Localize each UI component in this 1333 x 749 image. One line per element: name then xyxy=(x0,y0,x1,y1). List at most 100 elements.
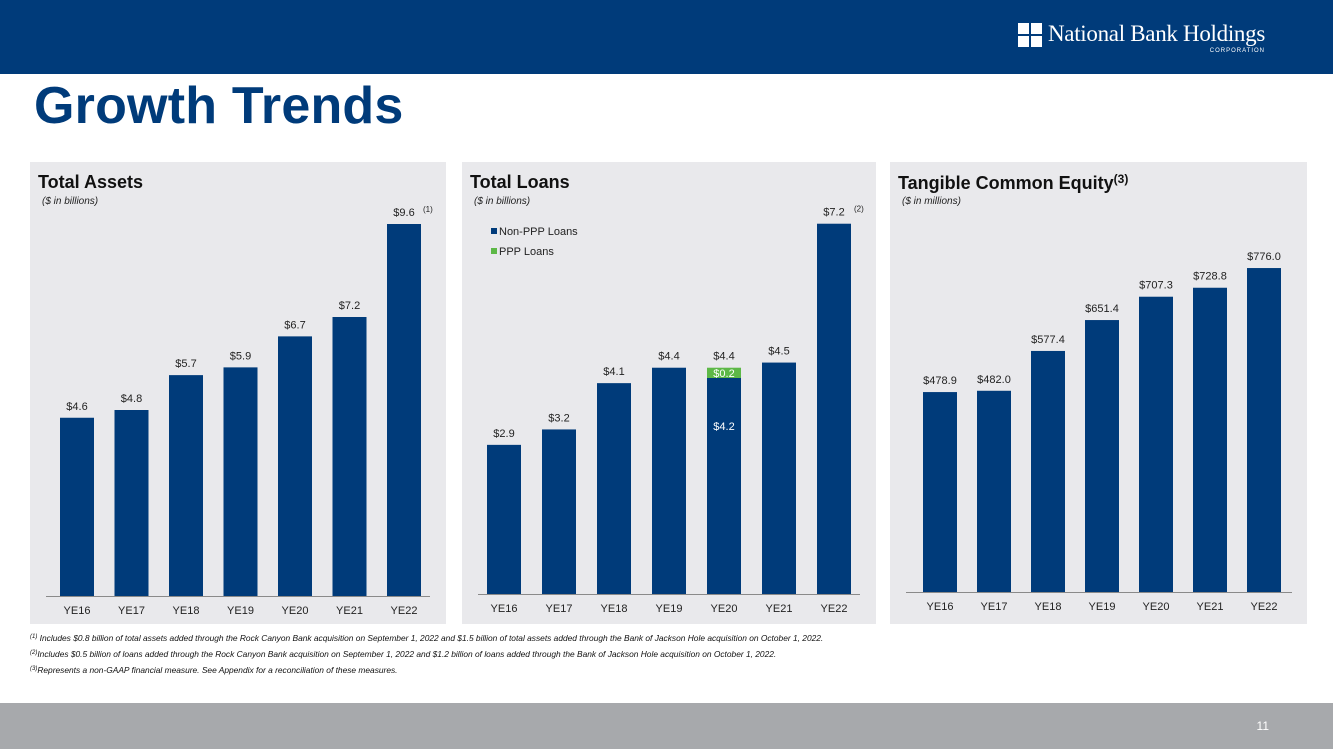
bar-total-label: $4.4 xyxy=(658,351,679,363)
bar-total-label: $2.9 xyxy=(493,428,514,440)
x-tick-label: YE20 xyxy=(711,603,738,615)
bar-value-label: $7.2 xyxy=(339,300,360,312)
x-tick-label: YE18 xyxy=(1035,601,1062,613)
chart-unit-label: ($ in billions) xyxy=(42,196,99,207)
header-bar: National Bank Holdings CORPORATION xyxy=(0,0,1333,74)
bar-non-ppp-loans-ye17 xyxy=(542,429,576,594)
page-number: 11 xyxy=(1256,719,1269,733)
segment-label-ppp: $0.2 xyxy=(713,368,734,380)
x-tick-label: YE18 xyxy=(173,605,200,617)
x-tick-label: YE21 xyxy=(1197,601,1224,613)
x-tick-label: YE19 xyxy=(656,603,683,615)
x-tick-label: YE19 xyxy=(1089,601,1116,613)
x-tick-label: YE18 xyxy=(601,603,628,615)
x-tick-label: YE22 xyxy=(821,603,848,615)
bar-ye16 xyxy=(60,417,94,596)
footnote-3: (3)Represents a non-GAAP financial measu… xyxy=(30,662,823,678)
x-tick-label: YE20 xyxy=(1143,601,1170,613)
brand-subtitle: CORPORATION xyxy=(1209,48,1265,54)
bar-non-ppp-loans-ye19 xyxy=(652,367,686,594)
bar-ye21 xyxy=(332,317,367,596)
x-tick-label: YE16 xyxy=(491,603,518,615)
bar-non-ppp-loans-ye18 xyxy=(597,383,631,594)
footnote-1: (1) Includes $0.8 billion of total asset… xyxy=(30,630,823,646)
bar-value-label: $728.8 xyxy=(1193,271,1227,283)
x-tick-label: YE21 xyxy=(336,605,363,617)
footnotes: (1) Includes $0.8 billion of total asset… xyxy=(30,630,823,678)
x-tick-label: YE19 xyxy=(227,605,254,617)
bar-ye22 xyxy=(1247,268,1281,592)
x-tick-label: YE22 xyxy=(391,605,418,617)
footnote-text: Represents a non-GAAP financial measure.… xyxy=(37,665,398,675)
footnote-annotation: (1) xyxy=(423,205,433,214)
x-tick-label: YE17 xyxy=(546,603,573,615)
legend-swatch xyxy=(491,248,497,254)
x-tick-label: YE21 xyxy=(766,603,793,615)
chart-title: Tangible Common Equity(3) xyxy=(898,172,1128,194)
bar-value-label: $4.8 xyxy=(121,393,142,405)
footnote-mark: (2) xyxy=(30,650,38,656)
total-assets-chart: YE16 $4.6 YE17 $4.8 YE18 $5.7 YE19 $5.9 YE20 $6.7… xyxy=(46,205,433,617)
footnote-annotation: (2) xyxy=(854,205,864,214)
x-tick-label: YE16 xyxy=(927,601,954,613)
footnote-2: (2)Includes $0.5 billion of loans added … xyxy=(30,646,823,662)
bar-value-label: $707.3 xyxy=(1139,280,1173,292)
x-tick-label: YE16 xyxy=(64,605,91,617)
chart-title-footnote-mark: (3) xyxy=(1113,172,1129,186)
footnote-text: Includes $0.8 billion of total assets ad… xyxy=(37,633,824,643)
brand-logo: National Bank Holdings CORPORATION xyxy=(1018,21,1265,54)
legend-label: Non-PPP Loans xyxy=(499,226,578,238)
bar-value-label: $6.7 xyxy=(284,319,305,331)
bar-total-label: $4.4 xyxy=(713,351,734,363)
x-tick-label: YE17 xyxy=(118,605,145,617)
total-loans-chart: YE16 $2.9 YE17 $3.2 YE18 $4.1 YE19 $4.4 YE20 $4.4… xyxy=(478,205,864,615)
bar-total-label: $3.2 xyxy=(548,412,569,424)
bar-value-label: $577.4 xyxy=(1031,334,1065,346)
x-tick-label: YE22 xyxy=(1251,601,1278,613)
bar-value-label: $776.0 xyxy=(1247,251,1281,263)
chart-unit-label: ($ in millions) xyxy=(902,196,961,207)
panel-total-assets: Total Assets ($ in billions) YE16 $4.6 YE1… xyxy=(30,162,446,624)
footnote-mark: (1) xyxy=(30,634,38,640)
bar-ye18 xyxy=(1031,350,1065,592)
bar-ye20 xyxy=(278,336,312,596)
bar-non-ppp-loans-ye16 xyxy=(487,444,521,594)
chart-title-text: Tangible Common Equity xyxy=(898,173,1114,193)
bar-ye16 xyxy=(923,392,957,592)
bar-ye19 xyxy=(1085,320,1119,592)
footer-bar: 11 xyxy=(0,703,1333,749)
chart-unit-label: ($ in billions) xyxy=(474,196,531,207)
bar-non-ppp-loans-ye20 xyxy=(707,378,741,594)
chart-title: Total Assets xyxy=(38,172,144,192)
bar-value-label: $4.6 xyxy=(66,401,87,413)
bar-ye17 xyxy=(977,390,1011,592)
bar-non-ppp-loans-ye22 xyxy=(817,223,851,594)
bar-ye19 xyxy=(223,367,258,596)
bar-value-label: $478.9 xyxy=(923,375,957,387)
bar-ye22 xyxy=(387,224,421,596)
bar-ye20 xyxy=(1139,296,1173,592)
bar-ye18 xyxy=(169,375,203,596)
bar-ye21 xyxy=(1193,287,1227,592)
legend-swatch xyxy=(491,228,497,234)
bar-value-label: $5.9 xyxy=(230,350,251,362)
bar-total-label: $4.5 xyxy=(768,346,789,358)
bar-value-label: $5.7 xyxy=(175,358,196,370)
x-tick-label: YE20 xyxy=(282,605,309,617)
panel-total-loans: Total Loans ($ in billions) YE16 $2.9 YE17… xyxy=(462,162,876,624)
brand-name: National Bank Holdings xyxy=(1048,21,1265,46)
bar-value-label: $482.0 xyxy=(977,374,1011,386)
panel-tangible-common-equity: Tangible Common Equity(3) ($ in millions… xyxy=(890,162,1307,624)
segment-label-non-ppp: $4.2 xyxy=(713,421,734,433)
bar-value-label: $651.4 xyxy=(1085,303,1119,315)
x-tick-label: YE17 xyxy=(981,601,1008,613)
bar-value-label: $9.6 xyxy=(393,207,414,219)
bar-non-ppp-loans-ye21 xyxy=(762,362,796,594)
logo-squares-icon xyxy=(1018,23,1042,47)
bar-ye17 xyxy=(114,410,149,596)
legend-label: PPP Loans xyxy=(499,246,554,258)
footnote-mark: (3) xyxy=(30,666,38,672)
bar-total-label: $7.2 xyxy=(823,207,844,219)
footnote-text: Includes $0.5 billion of loans added thr… xyxy=(37,649,777,659)
page-title: Growth Trends xyxy=(34,77,404,135)
